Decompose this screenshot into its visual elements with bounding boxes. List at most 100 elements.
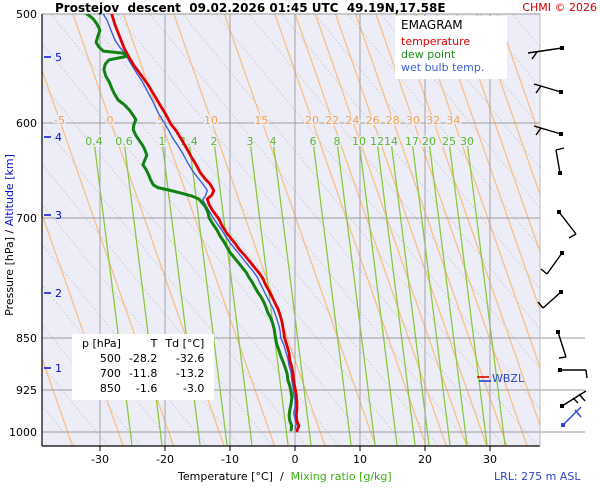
y-axis-title-pressure: Pressure [hPa]: [3, 236, 16, 316]
key-levels-table: p [hPa] T Td [°C] 500 -28.2 -32.6 700 -11.8 -…: [72, 334, 215, 400]
table-row: 850 -1.6 -3.0: [78, 381, 208, 396]
x-tick-label: 10: [353, 453, 367, 466]
wind-barb-staff: [555, 149, 561, 174]
legend-box: EMAGRAM temperature dew point wet bulb t…: [395, 16, 507, 79]
mixing-ratio-line: [376, 145, 416, 446]
moist-adiabat-line: [456, 14, 540, 254]
moist-adiabat-label: 22: [325, 114, 339, 127]
wind-barb-station-dot: [558, 368, 562, 372]
moist-adiabat-line: [395, 14, 540, 427]
moist-adiabat-label: 28: [386, 114, 400, 127]
dry-adiabat-line: [413, 14, 540, 169]
dry-adiabat-line: [42, 83, 340, 446]
y-axis-title: Pressure [hPa] / Altitude [km]: [3, 103, 17, 367]
wind-barb-station-dot: [556, 330, 560, 334]
wind-barb-station-dot: [560, 251, 564, 255]
table-cell: -1.6: [135, 382, 158, 395]
dry-adiabat-line: [149, 14, 505, 446]
mixing-ratio-line: [390, 145, 430, 446]
wind-barb-feather: [585, 369, 588, 379]
wind-barb-staff: [562, 406, 582, 426]
table-body: 500 -28.2 -32.6 700 -11.8 -13.2 850 -1.6 -3.0: [78, 351, 208, 396]
moist-adiabat-label: 0: [107, 114, 114, 127]
pressure-tick-label: 700: [16, 212, 37, 225]
altitude-tick-label: 2: [55, 287, 62, 300]
mixing-ratio-label: 30: [460, 135, 474, 148]
x-tick-label: -20: [156, 453, 174, 466]
moist-adiabat-line: [496, 14, 540, 139]
moist-adiabat-line: [334, 14, 488, 446]
moist-adiabat-line: [375, 14, 528, 446]
moist-adiabat-label: 15: [255, 114, 269, 127]
x-axis-title-separator: /: [272, 470, 291, 483]
wind-barb-feather: [537, 301, 544, 309]
mixing-ratio-label: 17: [405, 135, 419, 148]
legend-item-wetbulb: wet bulb temp.: [401, 61, 485, 74]
dry-adiabat-line: [42, 364, 109, 446]
moist-adiabat-label: 5: [157, 114, 164, 127]
wind-barb-station-dot: [559, 132, 563, 136]
x-tick-label: -30: [91, 453, 109, 466]
table-cell: -3.0: [182, 382, 205, 395]
altitude-tick-label: 1: [55, 362, 62, 375]
table-header-temp: T: [150, 337, 158, 350]
mixing-ratio-label: 6: [310, 135, 317, 148]
legend-item-temperature: temperature: [401, 35, 471, 48]
mixing-ratio-label: 10: [352, 135, 366, 148]
dry-adiabat-line: [347, 14, 540, 250]
altitude-tick-label: 5: [55, 51, 62, 64]
wind-barb-staff: [558, 211, 577, 235]
pressure-tick-label: 600: [16, 117, 37, 130]
curve-temperature: [110, 14, 301, 433]
table-cell: -32.6: [175, 352, 205, 365]
table-cell: -11.8: [128, 367, 158, 380]
moist-adiabat-label: 30: [406, 114, 420, 127]
wind-barb-feather: [540, 268, 548, 275]
curve-dew-point: [85, 14, 294, 432]
moist-adiabat-line: [415, 14, 540, 370]
moist-adiabat-line: [173, 14, 326, 446]
wind-barb-staff: [527, 47, 563, 54]
wind-barb-station-dot: [560, 46, 564, 50]
mixing-ratio-line: [272, 145, 312, 446]
moist-adiabat-line: [476, 14, 540, 197]
mixing-ratio-line: [249, 145, 289, 446]
mixing-ratio-line: [358, 145, 398, 446]
legend-title: EMAGRAM: [401, 18, 463, 32]
wind-barb-feather: [531, 51, 538, 60]
legend-item-dewpoint: dew point: [401, 48, 456, 61]
wind-barb-station-dot: [559, 90, 563, 94]
dry-adiabat-line: [314, 14, 540, 290]
y-axis-title-altitude: Altitude [km]: [3, 154, 16, 227]
mixing-ratio-label: 1: [159, 135, 166, 148]
wind-barb-station-dot: [557, 210, 561, 214]
dry-adiabat-line: [83, 14, 439, 446]
moist-adiabat-line: [355, 14, 508, 446]
mixing-ratio-label: 25: [442, 135, 456, 148]
table-header-dewpoint: Td [°C]: [165, 337, 205, 350]
dry-adiabat-line: [380, 14, 540, 209]
wind-barb-station-dot: [560, 404, 564, 408]
mixing-ratio-label: 20: [422, 135, 436, 148]
wind-barb-feather: [535, 85, 542, 94]
moist-adiabat-label: 34: [446, 114, 460, 127]
wbzl-label: WBZL: [492, 372, 525, 385]
mixing-ratio-label: 12: [370, 135, 384, 148]
mixing-ratio-line: [312, 145, 352, 446]
mixing-ratio-label: 8: [334, 135, 341, 148]
wind-barb-staff: [542, 291, 562, 309]
altitude-tick-label: 4: [55, 131, 62, 144]
moist-adiabat-label: 20: [305, 114, 319, 127]
dry-adiabat-line: [116, 14, 472, 446]
dry-adiabat-line: [215, 14, 540, 411]
wind-barb-station-dot: [559, 290, 563, 294]
dry-adiabat-line: [248, 14, 540, 370]
dry-adiabat-line: [446, 14, 540, 129]
table-header-pressure: p [hPa]: [82, 337, 121, 350]
wind-barb-staff: [546, 252, 563, 275]
mixing-ratio-label: 0.6: [115, 135, 133, 148]
mixing-ratio-label: 0.4: [85, 135, 103, 148]
sounding-curves: [85, 14, 301, 433]
wind-barb-station-dot: [558, 171, 562, 175]
